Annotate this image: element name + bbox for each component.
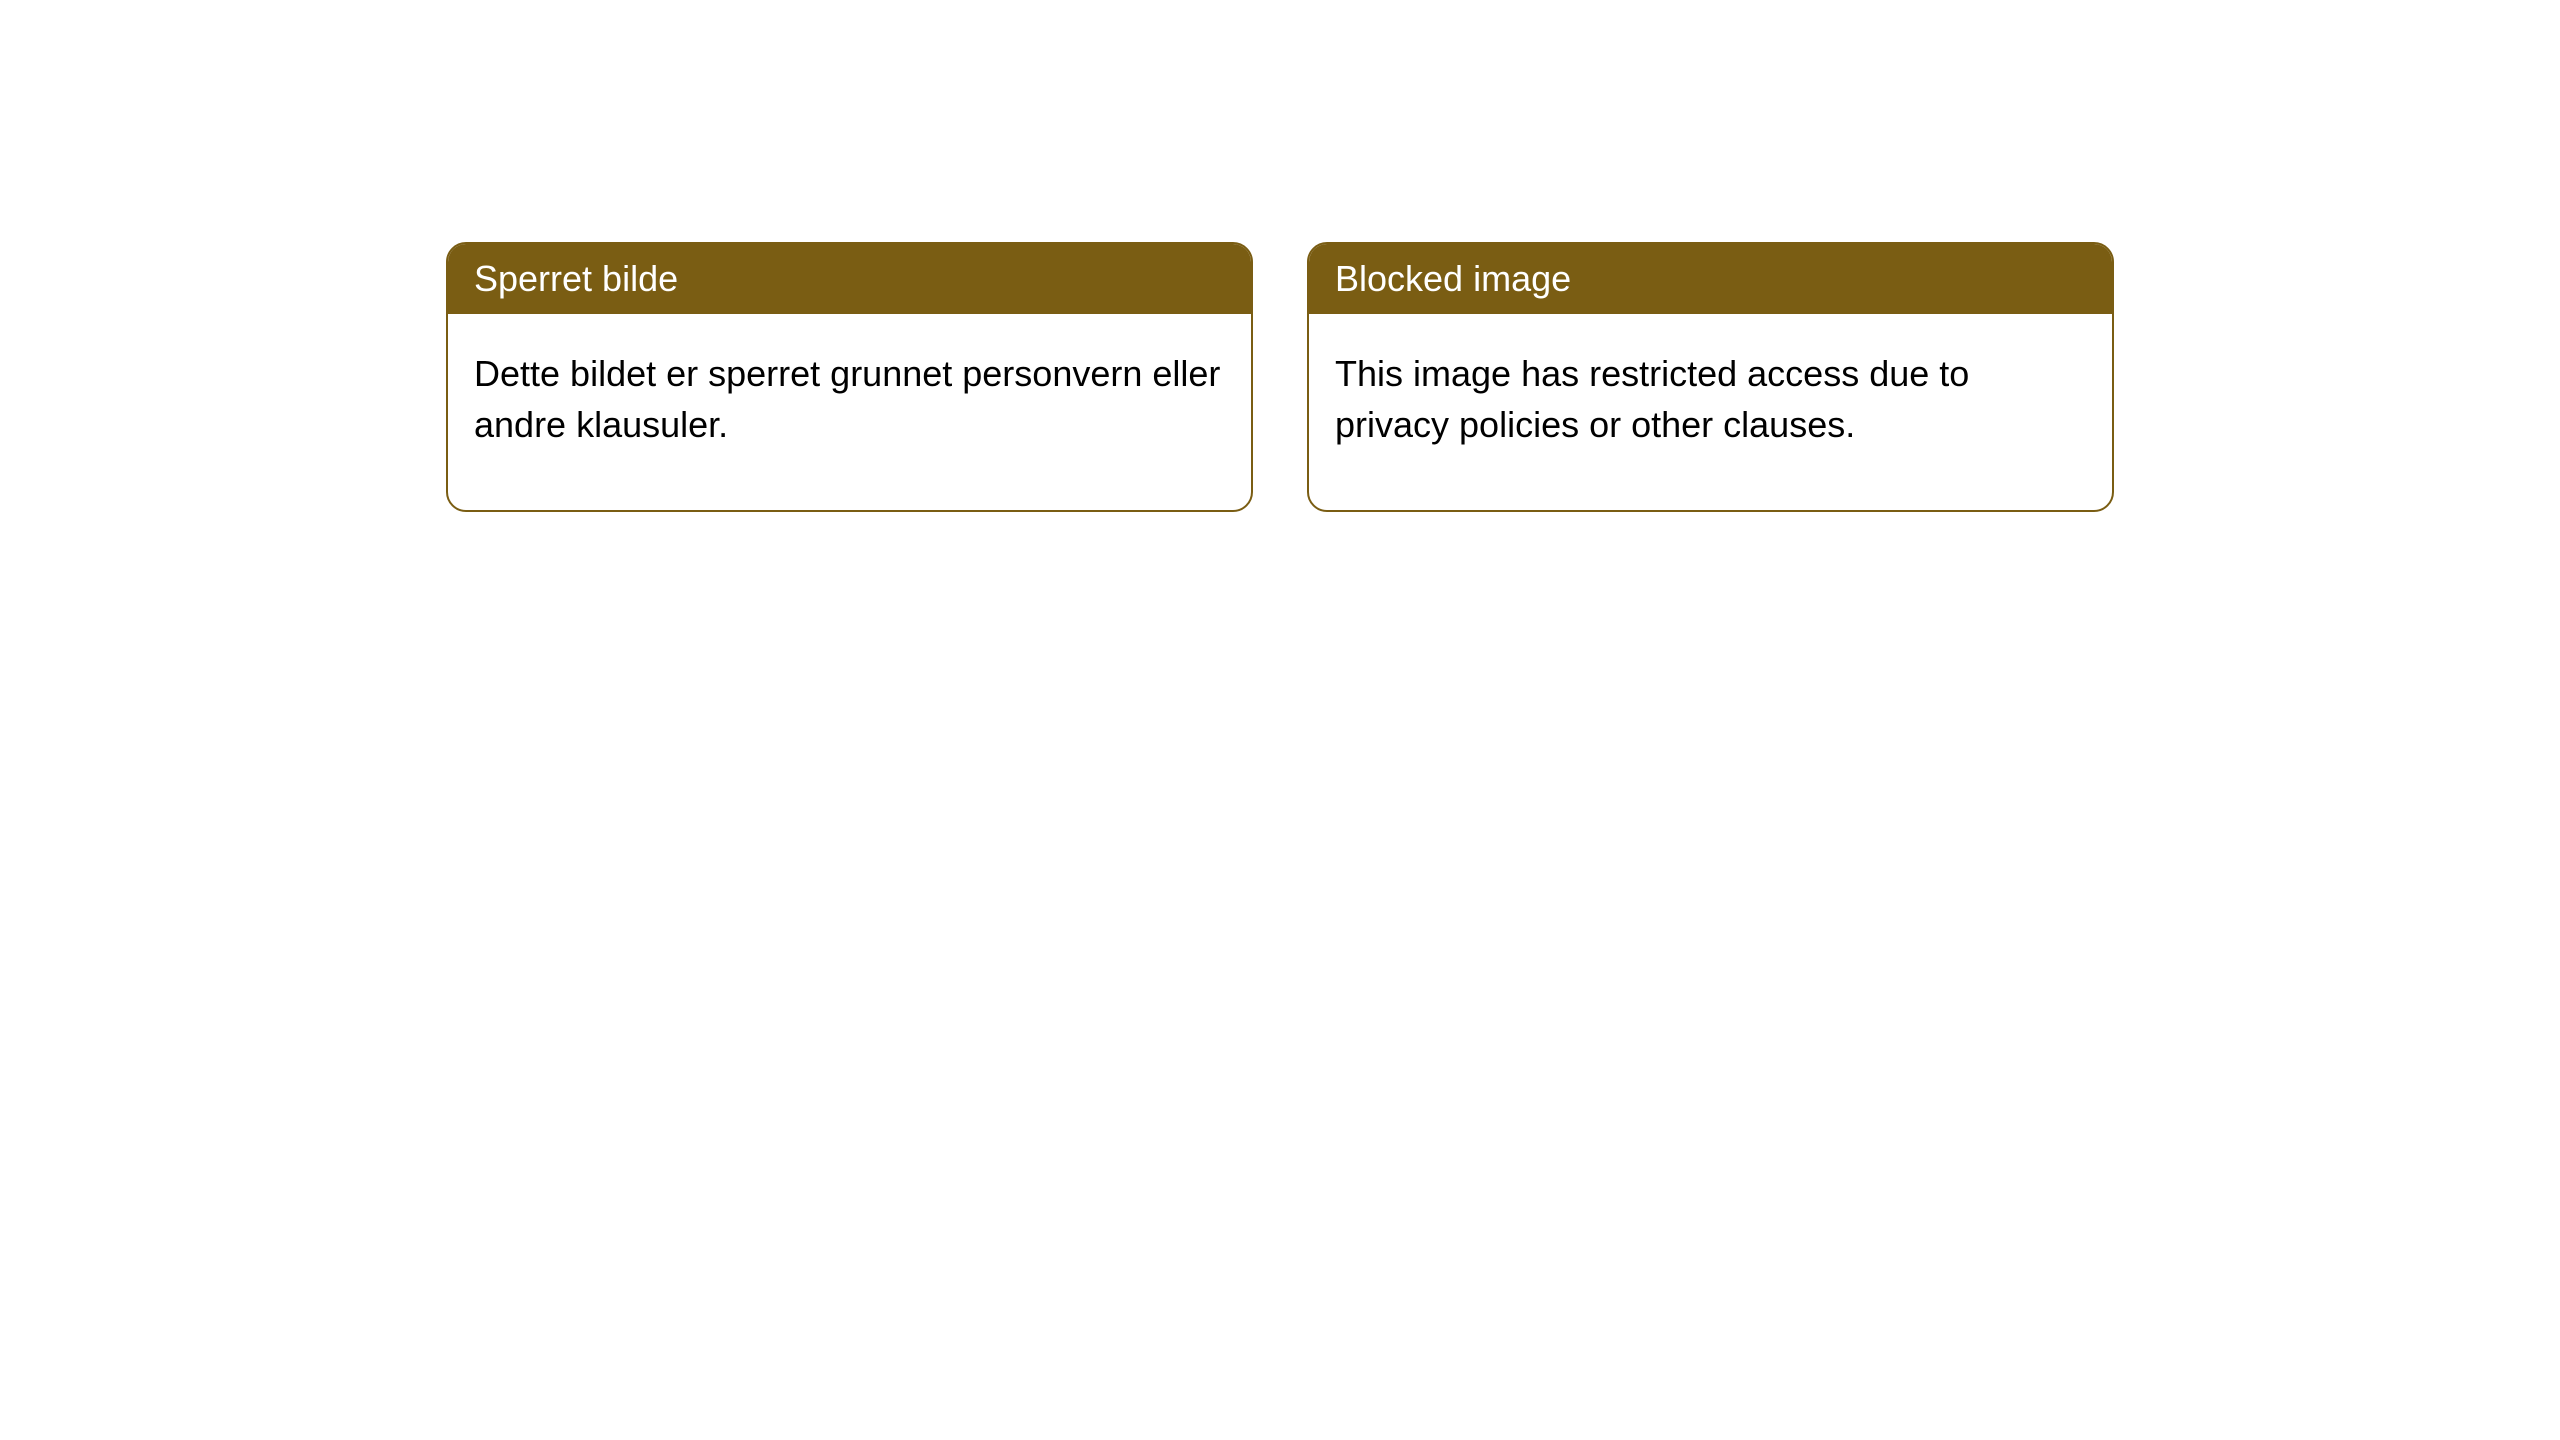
notice-body-norwegian: Dette bildet er sperret grunnet personve… — [448, 314, 1251, 510]
notice-container: Sperret bilde Dette bildet er sperret gr… — [446, 242, 2114, 512]
notice-box-english: Blocked image This image has restricted … — [1307, 242, 2114, 512]
notice-header-english: Blocked image — [1309, 244, 2112, 314]
notice-body-english: This image has restricted access due to … — [1309, 314, 2112, 510]
notice-header-norwegian: Sperret bilde — [448, 244, 1251, 314]
notice-box-norwegian: Sperret bilde Dette bildet er sperret gr… — [446, 242, 1253, 512]
